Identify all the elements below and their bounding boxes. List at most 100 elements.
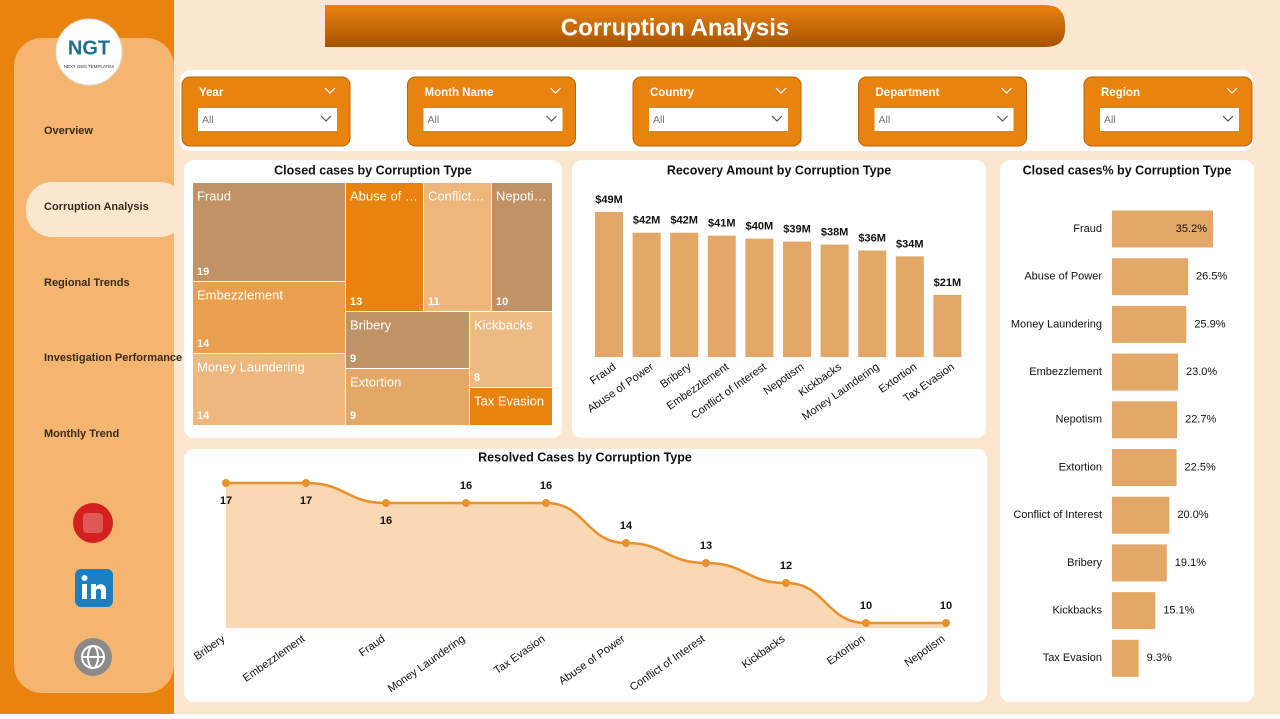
dropdown[interactable] [1100,108,1239,131]
data-label: 17 [300,495,312,507]
data-label: 23.0% [1186,366,1217,378]
bar [895,256,924,357]
bar [783,241,811,357]
dropdown-value: All [653,114,665,126]
bar [1112,496,1170,534]
treemap-tile [193,354,345,425]
chevron [1222,115,1234,122]
dropdown[interactable] [423,108,563,131]
nav-item[interactable]: Corruption Analysis [44,201,149,213]
logo [55,18,123,86]
panel [572,160,986,438]
y-tick-label: Bribery [1067,557,1102,569]
point [622,539,630,547]
chart-title: Resolved Cases by Corruption Type [478,450,692,464]
data-label: $42M [670,215,698,227]
web-icon[interactable] [74,638,112,676]
tile-label: Bribery [350,317,392,332]
data-label: $41M [708,218,736,230]
chart-title: Recovery Amount by Corruption Type [667,163,891,177]
filter-label: Department [876,87,940,99]
data-label: 12 [780,560,792,572]
data-label: $39M [783,223,811,235]
data-label: 16 [380,515,392,527]
tile-label: Conflict… [428,188,484,203]
bar [595,212,623,357]
point [862,619,870,627]
data-label: 25.9% [1194,318,1225,330]
data-label: 14 [620,520,633,532]
dropdown-value: All [1104,114,1116,126]
tile-value: 8 [474,372,480,384]
nav-item[interactable]: Monthly Trend [44,428,119,440]
chevron [324,87,336,94]
youtube-icon[interactable] [73,503,113,543]
bar [1112,592,1156,630]
nav-item[interactable]: Overview [44,125,93,137]
page-title: Corruption Analysis [561,14,789,41]
nav-item[interactable]: Investigation Performance [44,352,182,364]
treemap-tile [193,183,345,281]
dropdown-value: All [879,114,891,126]
data-label: 9.3% [1147,652,1172,664]
data-label: 15.1% [1163,605,1194,617]
chevron [550,87,561,94]
chevron [997,115,1008,122]
chevron [1001,87,1012,94]
bar [1112,210,1213,248]
point [302,479,310,487]
bar [858,250,887,357]
tile-value: 9 [350,353,356,365]
bar [1112,258,1189,296]
tile-label: Embezzlement [197,287,283,302]
nav-item[interactable]: Regional Trends [44,277,130,289]
treemap-tile [470,388,552,425]
point [942,619,950,627]
point [462,499,470,507]
filter-label: Month Name [425,87,494,99]
y-tick-label: Conflict of Interest [1013,509,1102,521]
tile-label: Abuse of … [350,188,418,203]
data-label: 20.0% [1177,509,1208,521]
bar [632,232,661,357]
dropdown[interactable] [649,108,788,131]
bar [1112,544,1167,582]
tile-label: Money Laundering [197,359,305,374]
bar [1112,353,1178,391]
point [542,499,550,507]
treemap-tile [470,312,552,387]
point [382,499,390,507]
chevron [320,115,332,122]
data-label: 22.5% [1185,461,1216,473]
data-label: 10 [860,600,872,612]
tile-label: Tax Evasion [474,393,544,408]
data-label: $42M [633,215,661,227]
treemap-tile [346,183,423,311]
logo-subtitle: NEXT GEN TEMPLATES [64,64,115,69]
dropdown[interactable] [198,108,337,131]
chevron [771,115,783,122]
filter-label: Year [199,87,224,99]
chart-title: Closed cases% by Corruption Type [1023,163,1232,177]
linkedin-icon[interactable] [75,569,113,607]
tile-label: Fraud [197,188,231,203]
y-tick-label: Money Laundering [1011,318,1102,330]
data-label: 10 [940,600,952,612]
tile-value: 13 [350,296,362,308]
y-tick-label: Embezzlement [1029,366,1102,378]
data-label: 26.5% [1196,271,1227,283]
dropdown-value: All [202,114,214,126]
y-tick-label: Nepotism [1056,414,1102,426]
tile-value: 11 [428,296,440,308]
treemap-tile [193,282,345,353]
nav-active [26,182,186,237]
bar [933,294,962,357]
bar [707,235,736,357]
y-tick-label: Abuse of Power [1024,271,1102,283]
data-label: 16 [460,480,472,492]
dropdown[interactable] [874,108,1014,131]
y-tick-label: Fraud [1073,223,1102,235]
chart-title: Closed cases by Corruption Type [274,163,472,177]
bar [745,238,774,357]
tile-value: 19 [197,266,209,278]
